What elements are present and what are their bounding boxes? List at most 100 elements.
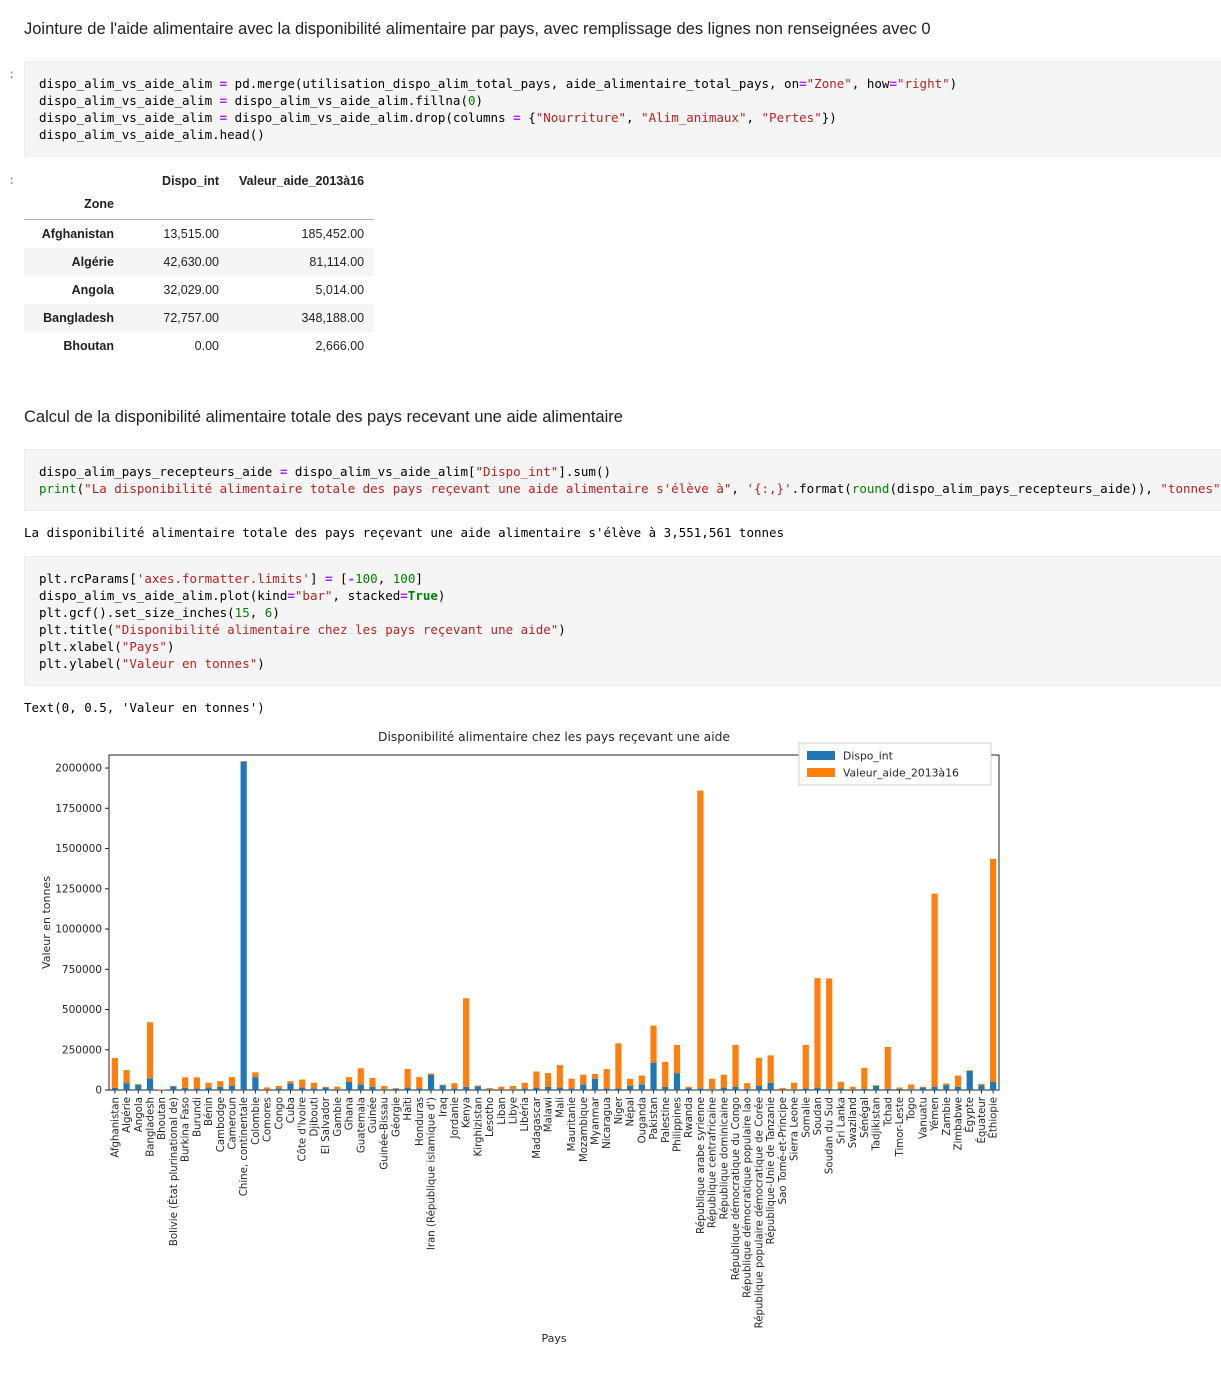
bar-segment-aide [896,1087,902,1088]
x-tick-label: République-Unie de Tanzanie [765,1097,777,1244]
bar-segment-aide [732,1045,738,1087]
cell-value: 2,666.00 [229,332,374,360]
x-tick-label: République centrafricaine [707,1097,719,1228]
bar-segment-dispo [686,1088,692,1090]
bar-segment-dispo [440,1085,446,1090]
x-tick-label: Burkina Faso [181,1097,192,1162]
bar-segment-aide [580,1075,586,1085]
bar-segment-dispo [709,1089,715,1090]
bar-segment-dispo [650,1063,656,1090]
x-tick-label: Kirghizistan [473,1097,484,1156]
bar-segment-dispo [580,1084,586,1090]
cell-value: 42,630.00 [124,248,229,276]
x-tick-label: Liban [497,1097,508,1125]
dataframe-index-name-row: Zone [24,195,374,220]
bar-chart: Disponibilité alimentaire chez les pays … [24,721,1034,1371]
bar-segment-dispo [662,1087,668,1090]
bar-segment-aide [475,1085,481,1086]
bar-segment-dispo [873,1086,879,1090]
bar-segment-aide [920,1087,926,1088]
bar-segment-dispo [323,1088,329,1090]
x-tick-label: Malawi [544,1097,555,1132]
code-line: dispo_alim_vs_aide_alim = dispo_alim_vs_… [39,109,1213,126]
bar-segment-aide [709,1079,715,1089]
bar-segment-aide [686,1087,692,1088]
bar-segment-aide [826,978,832,1088]
column-header-valeur-aide: Valeur_aide_2013à16 [229,167,374,195]
x-tick-label: République populaire démocratique de Cor… [753,1097,765,1328]
x-tick-label: Géorgie [390,1097,402,1137]
bar-segment-dispo [850,1089,856,1090]
x-tick-label: Libye [509,1097,520,1124]
x-tick-label: Cambodge [216,1097,227,1152]
row-index-zone: Angola [24,276,124,304]
legend-label: Valeur_aide_2013à16 [843,767,959,780]
input-prompt: : [8,67,15,81]
code-cell-merge[interactable]: dispo_alim_vs_aide_alim = pd.merge(utili… [24,61,1221,157]
code-line: plt.title("Disponibilité alimentaire che… [39,621,1213,638]
row-index-zone: Bangladesh [24,304,124,332]
x-tick-label: Cameroun [227,1097,238,1150]
x-tick-label: Bangladesh [145,1097,156,1157]
bar-segment-aide [721,1075,727,1088]
bar-segment-aide [557,1065,563,1088]
bar-segment-dispo [756,1086,762,1090]
bar-segment-aide [615,1043,621,1088]
bar-segment-dispo [358,1084,364,1090]
x-tick-label: Égypte [963,1097,976,1133]
bar-segment-dispo [194,1089,200,1090]
bar-segment-dispo [885,1089,891,1090]
bar-segment-dispo [908,1089,914,1090]
bar-segment-dispo [967,1071,973,1090]
x-tick-label: Burundi [192,1097,203,1137]
bar-segment-dispo [826,1089,832,1090]
x-tick-label: Mozambique [579,1097,590,1162]
bar-segment-dispo [311,1088,317,1090]
x-tick-label: Jordanie [450,1097,461,1140]
bar-segment-aide [978,1084,984,1085]
bar-segment-dispo [405,1088,411,1090]
bar-segment-aide [205,1083,211,1088]
x-tick-label: Sénégal [859,1097,871,1138]
bar-segment-dispo [557,1088,563,1090]
x-tick-label: Guinée [367,1097,379,1133]
bar-segment-aide [931,894,937,1087]
bar-segment-dispo [135,1085,141,1090]
bar-segment-dispo [639,1084,645,1090]
bar-segment-dispo [334,1089,340,1090]
x-tick-label: République démocratique populaire lao [742,1097,754,1298]
x-tick-label: Soudan [813,1097,824,1135]
x-tick-label: Soudan du Sud [825,1097,836,1174]
row-index-zone: Bhoutan [24,332,124,360]
x-tick-label: Zimbabwe [954,1097,965,1151]
bar-segment-aide [486,1088,492,1089]
x-tick-label: Tadjikistan [872,1097,883,1152]
bar-segment-aide [428,1073,434,1074]
bar-segment-aide [311,1083,317,1089]
bar-segment-aide [405,1069,411,1088]
markdown-heading-sum: Calcul de la disponibilité alimentaire t… [24,370,1221,441]
bar-segment-dispo [803,1088,809,1090]
y-tick-label: 1250000 [55,883,102,895]
bar-segment-aide [135,1084,141,1085]
x-tick-label: Guatemala [356,1097,367,1153]
x-tick-label: Gambie [333,1097,344,1137]
bar-segment-dispo [615,1088,621,1090]
legend-swatch [807,768,835,777]
output-prompt: : [8,173,15,187]
code-cell-plot[interactable]: plt.rcParams['axes.formatter.limits'] = … [24,556,1221,686]
bar-segment-aide [873,1085,879,1086]
code-cell-sum[interactable]: dispo_alim_pays_recepteurs_aide = dispo_… [24,449,1221,511]
bar-segment-aide [791,1083,797,1089]
bar-segment-dispo [393,1089,399,1090]
cell-value: 0.00 [124,332,229,360]
x-tick-label: Palestine [661,1097,672,1143]
bar-segment-dispo [697,1088,703,1090]
bar-segment-dispo [791,1089,797,1090]
bar-segment-dispo [721,1088,727,1090]
bar-segment-dispo [920,1088,926,1090]
bar-segment-aide [252,1072,258,1077]
dataframe-header-row: Dispo_int Valeur_aide_2013à16 [24,167,374,195]
